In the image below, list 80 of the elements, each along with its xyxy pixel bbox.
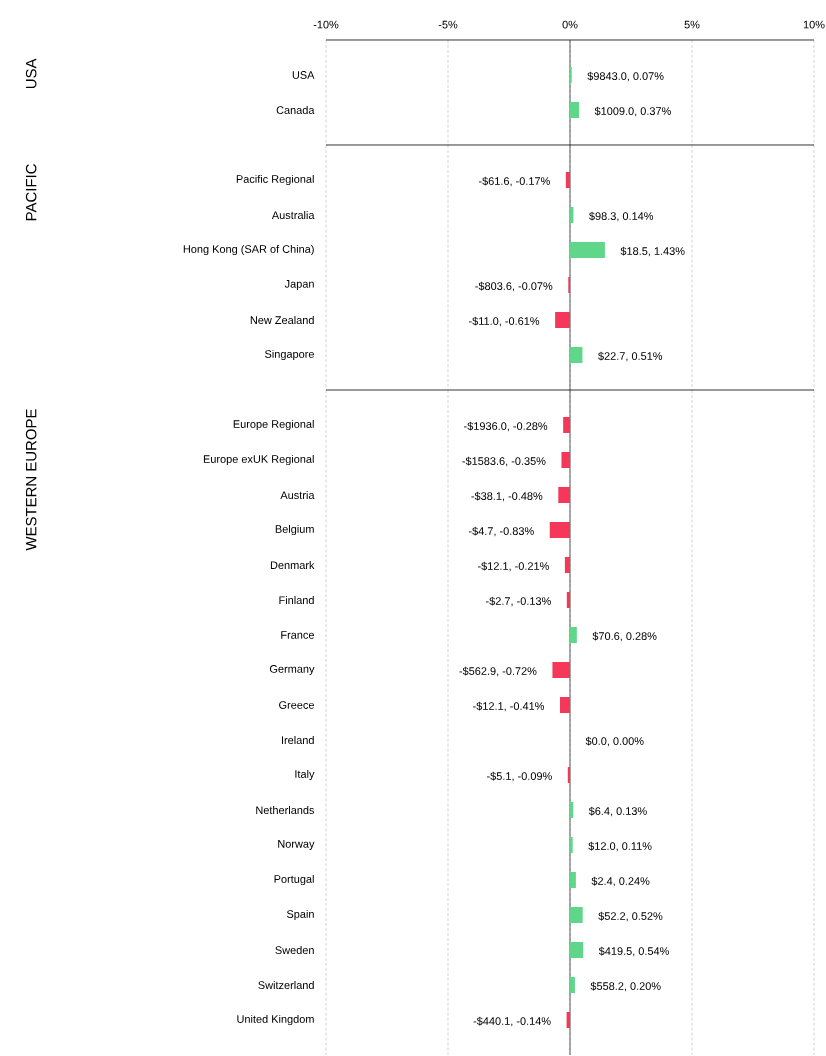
y-tick-label: Hong Kong (SAR of China) [183,244,314,256]
bar [570,907,583,924]
x-tick-label: -10% [313,20,339,29]
data-label: $9843.0, 0.07% [587,71,664,82]
x-tick-label: -5% [438,20,458,29]
bar [563,417,570,433]
y-tick-label: Pacific Regional [236,174,314,186]
bar [558,487,570,503]
bar [565,171,570,188]
bar [570,627,577,643]
bar [570,241,605,258]
data-label: -$440.1, -0.14% [473,1016,551,1027]
data-label: $0.0, 0.00% [585,736,644,747]
y-axis-title: WESTERN EUROPE [25,409,37,551]
y-tick-label: Austria [280,490,315,500]
y-tick-label: Australia [271,210,315,220]
y-tick-label: Japan [284,280,314,290]
y-tick-label: Greece [279,701,314,709]
data-label: -$5.1, -0.09% [486,771,552,782]
data-label: $12.0, 0.11% [588,841,652,852]
data-label: -$11.0, -0.61% [469,316,540,327]
y-tick-label: Europe Regional [233,419,314,431]
y-tick-label: Portugal [274,874,314,886]
y-tick-label: Ireland [281,735,314,745]
data-label: $558.2, 0.20% [590,981,661,992]
data-label: $70.6, 0.28% [592,631,657,642]
y-tick-label: Europe exUK Regional [203,454,314,466]
x-tick-label: 0% [562,20,578,29]
data-label: -$12.1, -0.41% [473,701,545,712]
data-label: -$61.6, -0.17% [478,176,550,187]
x-tick-label: 5% [684,20,700,29]
data-label: -$562.9, -0.72% [459,666,537,677]
bar [555,311,570,328]
bar [564,557,570,573]
bar [566,592,570,608]
data-label: -$12.1, -0.21% [477,561,549,572]
y-tick-label: Canada [276,105,315,115]
bar [567,767,570,783]
data-label: $52.2, 0.52% [598,911,663,922]
y-tick-label: Italy [295,769,315,781]
bar [560,697,570,713]
y-tick-label: United Kingdom [237,1014,314,1026]
data-label: $2.4, 0.24% [591,876,650,887]
y-tick-label: New Zealand [250,315,314,325]
bar [549,522,570,538]
data-label: $1009.0, 0.37% [594,106,671,117]
y-tick-label: USA [292,71,315,79]
y-tick-label: Switzerland [258,980,314,990]
y-tick-label: Spain [286,909,314,921]
bar [552,662,570,678]
y-tick-label: France [281,631,314,639]
bar [570,977,575,994]
y-tick-label: Singapore [265,349,314,361]
y-axis-title: PACIFIC [25,164,37,221]
bar [570,942,584,959]
data-label: -$1583.6, -0.35% [462,456,546,467]
x-tick-label: 10% [803,20,825,29]
y-tick-label: Denmark [270,560,315,570]
data-label: $419.5, 0.54% [598,946,669,957]
data-label: $18.5, 1.43% [620,246,685,257]
y-tick-label: Germany [269,665,315,675]
data-label: -$803.6, -0.07% [475,281,553,292]
bar [570,872,576,889]
bar [570,802,574,818]
y-tick-label: Belgium [275,524,314,536]
y-tick-label: Finland [279,595,314,605]
data-label: -$2.7, -0.13% [486,596,551,607]
y-tick-label: Netherlands [256,805,315,815]
data-label: -$38.1, -0.48% [471,491,543,502]
bar [561,452,570,468]
y-axis-title: USA [25,58,37,89]
data-label: -$4.7, -0.83% [468,526,534,537]
data-label: $22.7, 0.51% [598,351,663,362]
y-tick-label: Sweden [275,945,314,955]
y-tick-label: Norway [278,840,315,850]
bar [570,346,583,363]
data-label: $98.3, 0.14% [589,211,654,222]
data-label: $6.4, 0.13% [588,806,647,817]
data-label: -$1936.0, -0.28% [464,421,548,432]
bar [570,837,573,853]
